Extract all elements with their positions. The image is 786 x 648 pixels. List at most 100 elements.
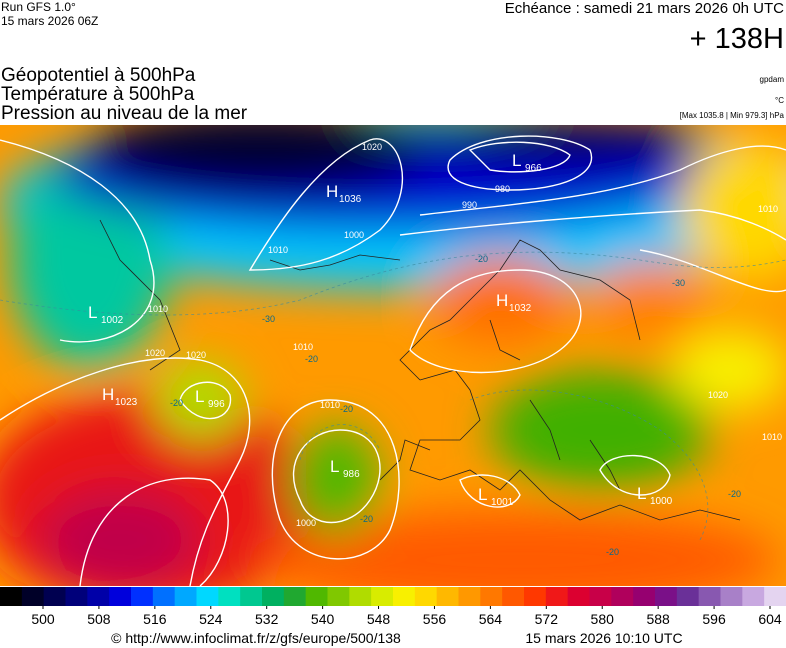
temperature-label: -20 <box>475 254 488 264</box>
colorbar-tick-label: 556 <box>423 611 447 627</box>
colorbar-tick-label: 516 <box>143 611 167 627</box>
colorbar-swatch <box>152 587 176 606</box>
isobar-label: 1020 <box>186 350 206 360</box>
system-type: L <box>637 484 646 503</box>
colorbar-swatch <box>131 587 154 606</box>
system-pressure: 1002 <box>101 315 124 326</box>
created-time: 15 mars 2026 10:10 UTC <box>525 630 682 646</box>
colorbar-tick-label: 596 <box>702 611 726 627</box>
lead-time: + 138H <box>690 23 784 55</box>
isobar-label: 1010 <box>320 400 340 410</box>
colorbar-swatch <box>87 587 110 606</box>
colorbar-swatch <box>196 587 219 606</box>
system-type: H <box>102 385 114 404</box>
unit-label: gpdam <box>760 75 785 84</box>
colorbar-swatch <box>720 587 743 606</box>
system-type: L <box>88 303 97 322</box>
colorbar-swatch <box>43 587 66 606</box>
temperature-label: -20 <box>728 489 741 499</box>
isobar-label: 1010 <box>293 342 313 352</box>
colorbar-tick-label: 580 <box>591 611 615 627</box>
isobar-label: 1020 <box>145 348 165 358</box>
title: Géopotentiel à 500hPa <box>1 65 196 86</box>
system-pressure: 996 <box>208 399 225 410</box>
temperature-label: -20 <box>305 354 318 364</box>
system-type: L <box>512 151 521 170</box>
colorbar-swatch <box>524 587 547 606</box>
system-pressure: 1023 <box>115 397 138 408</box>
colorbar-swatch <box>545 587 569 606</box>
valid-time: Echéance : samedi 21 mars 2026 0h UTC <box>505 0 784 17</box>
run-label: Run GFS 1.0° <box>1 0 76 14</box>
colorbar-swatch <box>371 587 394 606</box>
colorbar-swatch <box>327 587 350 606</box>
title: Température à 500hPa <box>1 84 195 105</box>
colorbar-swatch <box>393 587 416 606</box>
map <box>0 125 786 586</box>
isobar-label: 990 <box>462 200 477 210</box>
isobar-label: 1020 <box>362 142 382 152</box>
title: Pression au niveau de la mer <box>1 103 248 124</box>
colorbar-swatch <box>633 587 656 606</box>
colorbar-swatch <box>655 587 678 606</box>
isobar-label: 1000 <box>344 230 364 240</box>
colorbar-swatch <box>0 587 23 606</box>
system-pressure: 966 <box>525 163 542 174</box>
colorbar-swatch <box>698 587 721 606</box>
colorbar-swatch <box>240 587 263 606</box>
system-pressure: 1036 <box>339 194 362 205</box>
colorbar-swatch <box>65 587 88 606</box>
colorbar-swatch <box>436 587 459 606</box>
colorbar-swatch <box>742 587 765 606</box>
colorbar-tick-label: 540 <box>311 611 335 627</box>
temperature-label: -20 <box>606 547 619 557</box>
colorbar-tick-label: 500 <box>31 611 55 627</box>
colorbar-swatch <box>218 587 241 606</box>
isobar-label: 1010 <box>762 432 782 442</box>
isobar-label: 1010 <box>268 245 288 255</box>
unit-label: °C <box>775 96 784 105</box>
isobar-label: 1010 <box>758 204 778 214</box>
colorbar-tick-label: 588 <box>646 611 670 627</box>
isobar-label: 1010 <box>148 304 168 314</box>
system-type: H <box>496 291 508 310</box>
colorbar-swatch <box>414 587 438 606</box>
colorbar-tick-label: 564 <box>479 611 503 627</box>
temperature-label: -20 <box>360 514 373 524</box>
colorbar-swatch <box>611 587 634 606</box>
pressure-range: [Max 1035.8 | Min 979.3] hPa <box>680 111 785 120</box>
system-pressure: 1032 <box>509 303 532 314</box>
isobar-label: 1000 <box>296 518 316 528</box>
system-type: L <box>478 485 487 504</box>
temperature-label: -20 <box>340 404 353 414</box>
colorbar-swatch <box>21 587 45 606</box>
run-date: 15 mars 2026 06Z <box>1 14 98 28</box>
system-pressure: 1001 <box>491 497 514 508</box>
system-pressure: 986 <box>343 469 360 480</box>
colorbar-tick-label: 548 <box>367 611 391 627</box>
system-type: L <box>330 457 339 476</box>
isobar-label: 980 <box>495 184 510 194</box>
temperature-label: -30 <box>672 278 685 288</box>
colorbar-swatch <box>764 587 786 606</box>
source-url: © http://www.infoclimat.fr/z/gfs/europe/… <box>111 630 401 646</box>
colorbar-swatch <box>676 587 700 606</box>
colorbar-tick-label: 604 <box>758 611 782 627</box>
colorbar-swatch <box>262 587 285 606</box>
colorbar-swatch <box>458 587 481 606</box>
colorbar-tick-label: 524 <box>199 611 223 627</box>
colorbar-swatch <box>305 587 328 606</box>
colorbar-swatch <box>283 587 307 606</box>
colorbar-swatch <box>349 587 372 606</box>
temperature-label: -30 <box>262 314 275 324</box>
colorbar-swatch <box>567 587 590 606</box>
colorbar-swatch <box>589 587 612 606</box>
temperature-label: -20 <box>170 398 183 408</box>
colorbar-tick-label: 532 <box>255 611 279 627</box>
system-pressure: 1000 <box>650 496 673 507</box>
colorbar-swatch <box>109 587 132 606</box>
colorbar-swatch <box>502 587 525 606</box>
colorbar-swatch <box>480 587 503 606</box>
system-type: H <box>326 182 338 201</box>
